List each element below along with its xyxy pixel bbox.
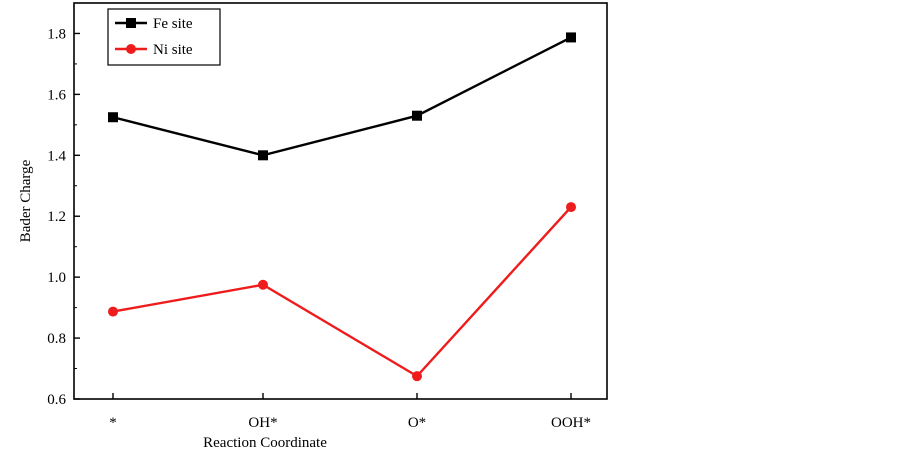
y-tick-label: 1.0 [47, 270, 66, 286]
x-tick-label: OOH* [551, 415, 591, 431]
legend-label: Ni site [153, 42, 193, 58]
data-point [412, 371, 422, 382]
x-axis-title: Reaction Coordinate [203, 435, 327, 451]
data-point [108, 306, 118, 317]
data-point [412, 110, 422, 121]
x-tick-label: * [109, 415, 117, 431]
x-axis: * OH* O* OOH* [109, 393, 591, 431]
x-tick-label: OH* [248, 415, 277, 431]
legend-marker [126, 44, 136, 54]
plot-frame [73, 2, 608, 400]
y-tick-label: 1.8 [47, 26, 66, 42]
legend-label: Fe site [153, 16, 193, 32]
y-tick-label: 1.4 [47, 148, 66, 164]
series-layer [108, 32, 576, 382]
y-tick-label: 1.6 [47, 87, 66, 103]
y-axis-title: Bader Charge [18, 159, 34, 242]
data-point [566, 32, 576, 43]
series-line [112, 206, 572, 378]
data-point [108, 112, 118, 123]
series-line [112, 36, 572, 157]
data-point [566, 202, 576, 213]
y-tick-label: 0.6 [47, 392, 66, 408]
y-tick-label: 1.2 [47, 209, 66, 225]
data-point [258, 150, 268, 161]
legend: Fe site Ni site [107, 8, 221, 66]
legend-marker [126, 18, 136, 28]
x-tick-label: O* [408, 415, 426, 431]
y-tick-label: 0.8 [47, 331, 66, 347]
y-axis: 0.6 0.8 1.0 1.2 1.4 1.6 1.8 [47, 2, 80, 408]
data-point [258, 279, 268, 290]
